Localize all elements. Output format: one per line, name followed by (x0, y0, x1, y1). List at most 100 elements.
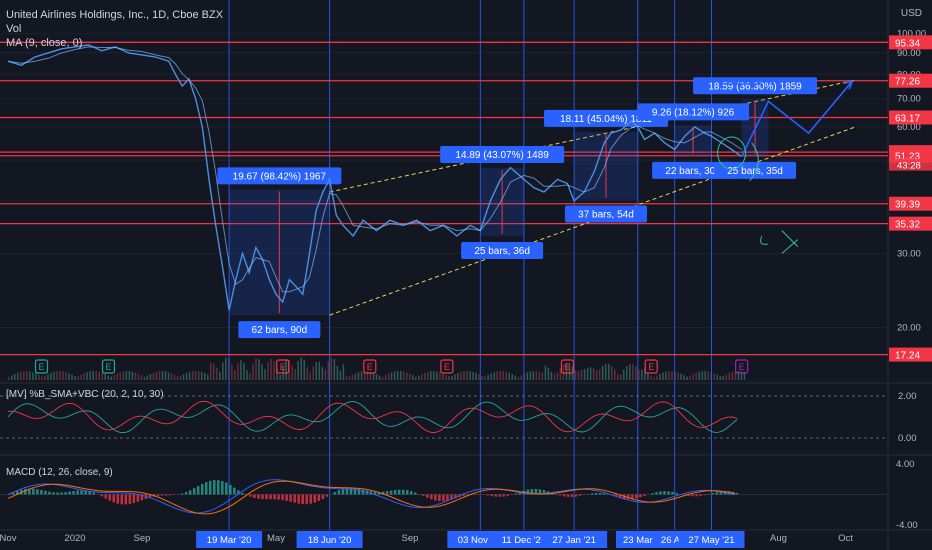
macd-bar (128, 494, 132, 504)
volume-bar (436, 371, 438, 380)
volume-bar (222, 362, 224, 380)
macd-bar (112, 494, 116, 503)
macd-bar (385, 491, 389, 495)
volume-bar (50, 372, 52, 380)
volume-bar (92, 371, 94, 380)
volume-bar (62, 371, 64, 380)
measure-range-label: 62 bars, 90d (252, 325, 308, 336)
volume-bar (23, 371, 25, 380)
time-axis-label: Oct (838, 533, 853, 544)
volume-bar (460, 371, 462, 380)
volume-bar (595, 370, 598, 380)
volume-bar (484, 376, 486, 380)
macd-bar (602, 493, 606, 495)
volume-bar (116, 373, 119, 380)
measure-value-label: 18.59 (36.30%) 1859 (708, 81, 802, 92)
volume-bar (421, 373, 423, 380)
volume-bar (74, 376, 76, 380)
macd-bar (574, 494, 578, 497)
macd-bar (261, 494, 264, 500)
volume-bar (149, 373, 152, 380)
volume-bar (152, 372, 155, 380)
macd-bar (462, 494, 465, 496)
measure-range-label: 22 bars, 30d (665, 166, 721, 177)
annotation-scribble (760, 235, 768, 245)
measure-range-bg (238, 321, 321, 339)
macd-bar (735, 492, 739, 495)
macd-bar (490, 494, 493, 497)
macd-bar (72, 490, 75, 495)
macd-bar (578, 494, 582, 496)
macd-bar (450, 494, 453, 500)
volume-bar (95, 371, 97, 380)
volume-bar (586, 368, 589, 380)
highlighted-date-label: 03 Nov '20 (458, 535, 503, 546)
macd-bar (518, 492, 522, 495)
volume-bar (478, 374, 480, 380)
volume-bar (113, 374, 116, 380)
volume-bar (463, 371, 465, 380)
volume-bar (270, 358, 272, 380)
volume-bar (128, 371, 131, 380)
volume-bar (167, 372, 170, 380)
macd-bar (233, 487, 236, 495)
volume-bar (481, 375, 483, 380)
macd-bar (44, 490, 47, 495)
volume-bar (598, 369, 601, 380)
measure-range-label: 25 bars, 36d (474, 246, 530, 257)
volume-bar (291, 365, 293, 380)
volume-bar (589, 367, 592, 380)
measure-label-bg (217, 167, 342, 185)
volume-bar (499, 371, 501, 380)
macd-bar (715, 492, 719, 495)
time-axis-label: Sep (402, 533, 419, 544)
macd-bar (237, 490, 240, 495)
volume-bar (246, 370, 248, 380)
macd-bar (313, 494, 317, 503)
macd-bar (209, 480, 212, 495)
macd-bar (104, 494, 107, 499)
volume-bar (110, 376, 113, 380)
volume-bar (137, 373, 140, 380)
volume-bar (375, 374, 378, 380)
volume-bar (258, 358, 260, 380)
volume-bar (541, 372, 544, 380)
macd-bar (651, 493, 654, 495)
volume-bar (143, 376, 146, 380)
macd-bar (631, 494, 634, 499)
volume-bar (173, 374, 176, 380)
volume-bar (261, 364, 263, 380)
volume-bar (297, 361, 299, 380)
macd-bar (627, 494, 630, 499)
volume-bar (104, 374, 106, 380)
time-axis-label: Sep (134, 533, 151, 544)
volume-bar (433, 371, 435, 380)
volume-bar (210, 362, 212, 380)
macd-axis-tick: -4.00 (896, 520, 918, 531)
volume-bar (182, 374, 185, 380)
macd-bar (683, 494, 686, 496)
volume-bar (41, 376, 43, 380)
macd-bar (663, 491, 666, 495)
macd-bar (393, 490, 397, 495)
macd-bar (538, 489, 542, 495)
volume-bar (206, 374, 209, 380)
macd-bar (494, 494, 497, 497)
mv-axis-tick: 0.00 (898, 433, 917, 444)
volume-bar (683, 375, 685, 380)
volume-bar (716, 374, 719, 380)
volume-bar (170, 373, 173, 380)
macd-bar (514, 493, 518, 495)
ma-label: MA (9, close, 0) (6, 37, 83, 49)
earnings-marker (440, 359, 454, 374)
volume-bar (155, 371, 158, 380)
volume-bar (213, 363, 215, 380)
volume-bar (617, 374, 619, 380)
volume-bar (689, 375, 691, 380)
macd-bar (92, 492, 95, 495)
volume-bar (372, 372, 375, 380)
macd-bar (667, 491, 670, 495)
macd-bar (24, 488, 27, 495)
volume-bar (424, 372, 426, 380)
